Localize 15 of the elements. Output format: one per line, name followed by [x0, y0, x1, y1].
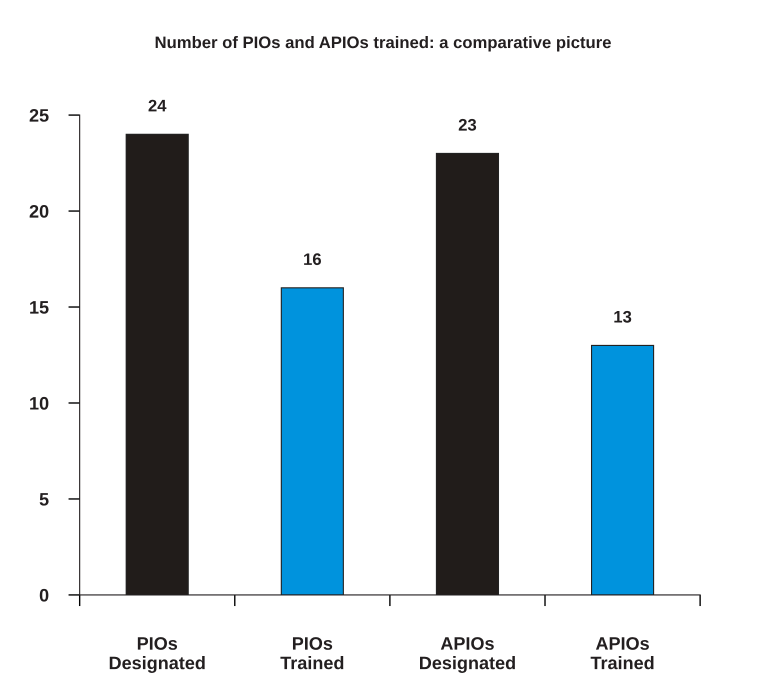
y-tick-label: 15: [30, 301, 49, 314]
data-label: 23: [458, 118, 476, 131]
y-tick-label: 25: [30, 109, 49, 122]
y-tick-label: 5: [40, 493, 49, 506]
y-tick-label: 10: [30, 396, 48, 410]
data-label: 24: [148, 100, 166, 112]
chart-title: Number of PIOs and APIOs trained: a comparative picture: [156, 36, 611, 52]
x-tick-label: APIOs Designated: [420, 637, 515, 673]
data-label: 13: [614, 310, 632, 323]
x-tick-label: APIOs Trained: [590, 637, 654, 670]
x-tick-label: PIOs Trained: [280, 637, 344, 670]
data-label: 16: [304, 253, 322, 266]
y-tick-label: 20: [30, 204, 48, 218]
y-tick-label: 0: [40, 588, 48, 602]
x-tick-label: PIOs Designated: [110, 637, 205, 673]
